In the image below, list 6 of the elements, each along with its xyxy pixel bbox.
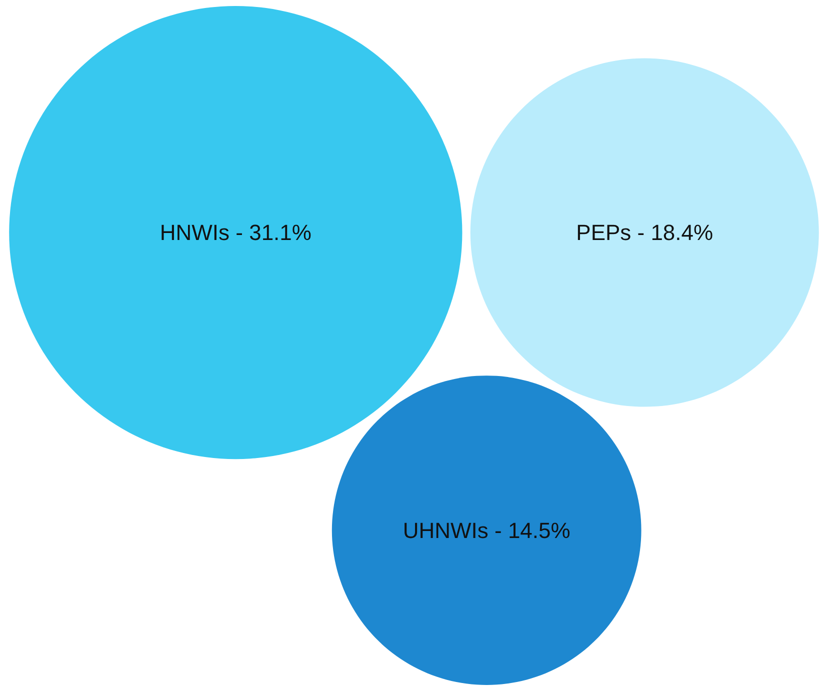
data-label: 14.5% <box>508 518 570 543</box>
category-label: UHNWIs - <box>402 518 502 543</box>
data-label: 31.1% <box>249 220 312 246</box>
data-label: 18.4% <box>650 220 714 246</box>
category-label: PEPs - <box>576 220 645 246</box>
category-label: HNWIs - <box>160 220 243 246</box>
